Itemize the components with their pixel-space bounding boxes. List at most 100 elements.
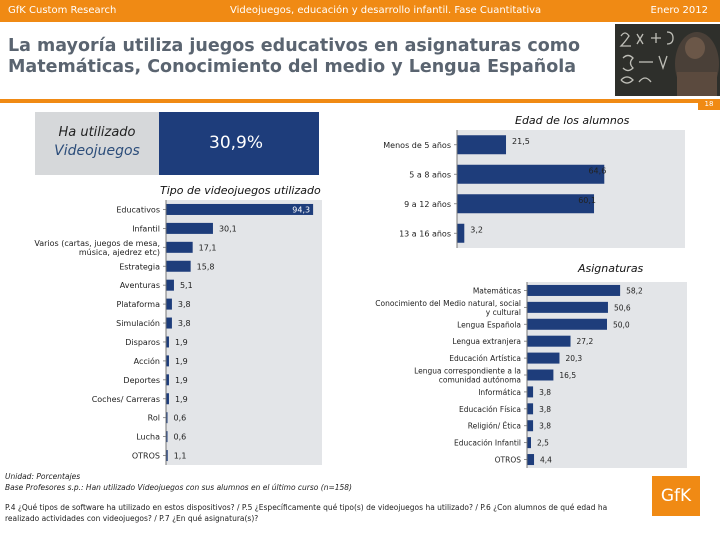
- category-label-2-4: Educación Artística: [449, 354, 521, 363]
- bar-0-13: [166, 450, 168, 462]
- value-label-1-2: 60,1: [578, 196, 596, 205]
- game-types-chart-title: Tipo de videojuegos utilizado: [160, 184, 321, 197]
- header-date: Enero 2012: [650, 5, 708, 16]
- usage-percentage-value: 30,9%: [209, 133, 264, 153]
- category-label-1-0: Menos de 5 años: [383, 141, 451, 150]
- slide-title-line1: La mayoría utiliza juegos educativos en …: [8, 36, 581, 56]
- bar-0-11: [166, 412, 168, 424]
- value-label-0-8: 1,9: [175, 357, 188, 366]
- slide-title-line2: Matemáticas, Conocimiento del medio y Le…: [8, 57, 577, 77]
- value-label-1-0: 21,5: [512, 137, 530, 146]
- subjects-chart: Matemáticas 58,2 Conocimiento del Medio na…: [340, 282, 690, 468]
- category-label-0-13: OTROS: [132, 452, 160, 461]
- usage-label-line2: Videojuegos: [54, 143, 140, 159]
- value-label-0-2: 17,1: [199, 243, 217, 252]
- bar-1-0: [457, 135, 507, 155]
- bar-2-7: [527, 403, 534, 415]
- value-label-2-2: 50,0: [613, 320, 630, 329]
- gfk-logo: GfK: [652, 476, 700, 516]
- bar-0-8: [166, 355, 169, 367]
- category-label-0-9: Deportes: [123, 376, 160, 385]
- category-label-2-0: Matemáticas: [473, 286, 521, 295]
- category-label-2-2: Lengua Española: [457, 320, 521, 329]
- chalkboard-photo: [615, 24, 720, 96]
- footnote-base: Base Profesores s.p.: Han utilizado Vide…: [5, 483, 352, 492]
- category-label-2-7: Educación Física: [459, 405, 521, 414]
- bar-2-3: [527, 335, 571, 347]
- subjects-chart-title: Asignaturas: [578, 262, 644, 275]
- page-number: 18: [698, 99, 720, 110]
- bar-0-7: [166, 336, 169, 348]
- game-types-chart: Educativos 94,3 Infantil 30,1 Varios (cartas…: [0, 200, 330, 465]
- category-label-0-0: Educativos: [116, 205, 160, 214]
- bar-0-12: [166, 431, 168, 443]
- value-label-2-0: 58,2: [626, 286, 643, 295]
- age-chart: Menos de 5 años 21,5 5 a 8 años 64,6 9 a 12 …: [340, 130, 690, 250]
- value-label-0-9: 1,9: [175, 376, 188, 385]
- plot-area: [166, 200, 322, 465]
- bar-0-2: [166, 241, 193, 253]
- category-label-0-5: Plataforma: [116, 300, 160, 309]
- value-label-0-12: 0,6: [174, 433, 187, 442]
- header-bar: GfK Custom Research Videojuegos, educaci…: [0, 0, 720, 22]
- value-label-2-3: 27,2: [577, 337, 594, 346]
- footnote-questions-2: realizado actividades con videojuegos? /…: [5, 514, 259, 523]
- bar-0-5: [166, 298, 172, 310]
- category-label-0-6: Simulación: [116, 318, 160, 328]
- bar-0-0: [166, 203, 314, 215]
- category-label-0-2: Varios (cartas, juegos de mesa, música, a…: [34, 239, 160, 257]
- chalkboard-image: [615, 24, 720, 96]
- game-types-chart-svg: Educativos 94,3 Infantil 30,1 Varios (cartas…: [34, 200, 322, 465]
- bar-1-1: [457, 164, 605, 184]
- category-label-2-1: Conocimiento del Medio natural, social y …: [375, 299, 521, 317]
- value-label-0-13: 1,1: [174, 452, 187, 461]
- bar-2-8: [527, 420, 534, 432]
- category-label-2-3: Lengua extranjera: [452, 337, 521, 346]
- bar-2-6: [527, 386, 534, 398]
- category-label-1-2: 9 a 12 años: [404, 200, 451, 209]
- header-study-title: Videojuegos, educación y desarrollo infa…: [230, 5, 542, 16]
- value-label-0-5: 3,8: [178, 300, 191, 309]
- value-label-2-10: 4,4: [540, 456, 552, 465]
- value-label-0-10: 1,9: [175, 395, 188, 404]
- usage-percentage-box: 30,9%: [159, 112, 319, 175]
- bar-2-2: [527, 318, 607, 330]
- header-company: GfK Custom Research: [8, 5, 117, 16]
- age-chart-svg: Menos de 5 años 21,5 5 a 8 años 64,6 9 a 12 …: [383, 130, 685, 248]
- category-label-2-5: Lengua correspondiente a la comunidad aut…: [414, 367, 521, 385]
- value-label-2-9: 2,5: [537, 439, 549, 448]
- category-label-2-10: OTROS: [495, 456, 522, 465]
- bar-2-10: [527, 454, 535, 466]
- category-label-0-3: Estrategia: [119, 262, 160, 271]
- category-label-0-12: Lucha: [136, 433, 160, 442]
- category-label-2-9: Educación Infantil: [454, 439, 521, 448]
- category-label-1-1: 5 a 8 años: [409, 170, 451, 179]
- value-label-2-8: 3,8: [539, 422, 551, 431]
- value-label-0-1: 30,1: [219, 224, 237, 233]
- bar-1-2: [457, 194, 595, 214]
- slide-title: La mayoría utiliza juegos educativos en …: [8, 36, 608, 78]
- subjects-chart-svg: Matemáticas 58,2 Conocimiento del Medio na…: [375, 282, 687, 468]
- bar-0-1: [166, 222, 213, 234]
- value-label-0-4: 5,1: [180, 281, 193, 290]
- bar-2-1: [527, 301, 608, 313]
- value-label-0-3: 15,8: [197, 262, 215, 271]
- value-label-2-7: 3,8: [539, 405, 551, 414]
- category-label-0-8: Acción: [134, 356, 160, 366]
- value-label-0-6: 3,8: [178, 319, 191, 328]
- footnote-questions-1: P.4 ¿Qué tipos de software ha utilizado …: [5, 503, 608, 512]
- value-label-2-5: 16,5: [559, 371, 576, 380]
- category-label-1-3: 13 a 16 años: [399, 229, 451, 238]
- bar-2-5: [527, 369, 554, 381]
- bar-2-4: [527, 352, 560, 364]
- orange-divider: [0, 99, 698, 103]
- category-label-0-11: Rol: [148, 414, 160, 423]
- category-label-0-1: Infantil: [132, 224, 160, 233]
- category-label-2-8: Religión/ Ética: [468, 422, 521, 431]
- usage-label-line1: Ha utilizado: [58, 125, 136, 140]
- value-label-1-1: 64,6: [588, 166, 606, 175]
- bar-0-4: [166, 279, 174, 291]
- bar-0-10: [166, 393, 169, 405]
- value-label-0-7: 1,9: [175, 338, 188, 347]
- footnote-unit: Unidad: Porcentajes: [5, 472, 81, 481]
